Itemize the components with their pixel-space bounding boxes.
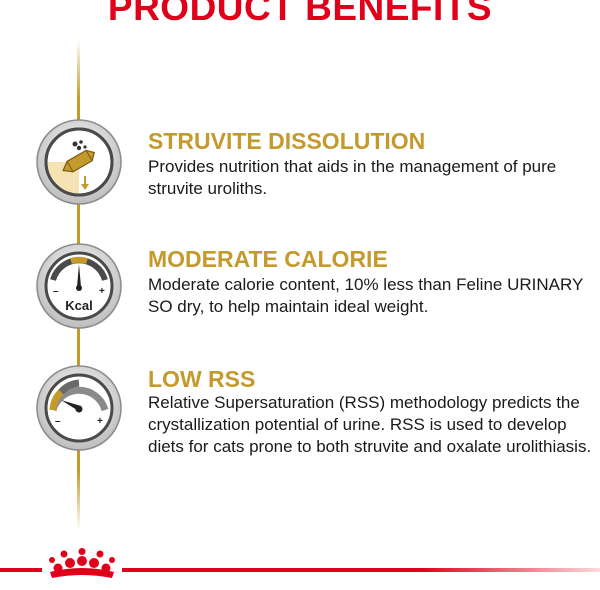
benefit-title-struvite: STRUVITE DISSOLUTION: [148, 128, 426, 154]
kcal-gauge-icon: – + Kcal: [35, 242, 123, 330]
benefit-text-moderate-calorie: Moderate calorie content, 10% less than …: [148, 275, 583, 316]
benefit-title-low-rss: LOW RSS: [148, 366, 256, 392]
svg-text:–: –: [53, 286, 59, 297]
struvite-crystal-icon: [35, 118, 123, 206]
svg-text:+: +: [99, 286, 105, 297]
svg-text:+: +: [97, 416, 103, 427]
kcal-label: Kcal: [65, 298, 92, 313]
footer-rule: [0, 568, 600, 572]
benefit-text-low-rss: Relative Supersaturation (RSS) methodolo…: [148, 393, 592, 456]
svg-text:–: –: [55, 416, 61, 427]
benefit-title-moderate-calorie: MODERATE CALORIE: [148, 246, 388, 272]
royal-canin-crown-icon: [42, 548, 122, 582]
benefit-text-struvite: Provides nutrition that aids in the mana…: [148, 157, 557, 198]
rss-gauge-icon: – +: [35, 364, 123, 452]
page-title: PRODUCT BENEFITS: [107, 0, 493, 28]
